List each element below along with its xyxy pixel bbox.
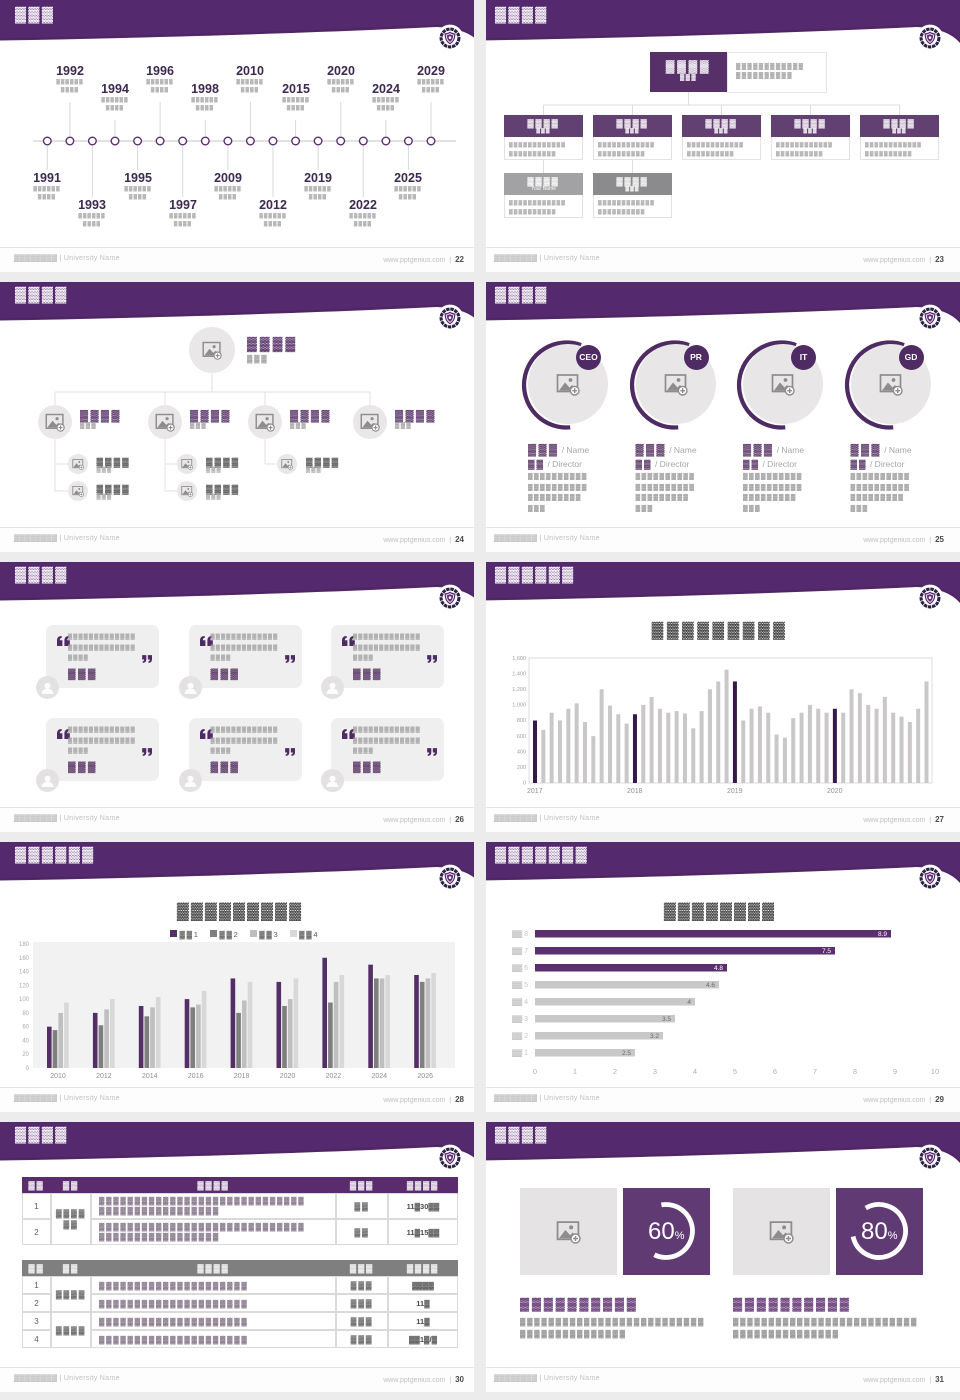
svg-text:▓▓ 3: ▓▓ 3 [512, 1015, 528, 1023]
svg-text:1,200: 1,200 [512, 687, 526, 693]
svg-text:100: 100 [19, 997, 30, 1003]
svg-text:180: 180 [19, 942, 30, 948]
svg-text:1: 1 [573, 1067, 577, 1076]
svg-text:2018: 2018 [627, 788, 643, 795]
svg-text:40: 40 [22, 1039, 29, 1045]
svg-text:0: 0 [523, 781, 526, 787]
svg-text:3.5: 3.5 [662, 1016, 671, 1023]
svg-text:2024: 2024 [372, 1073, 388, 1080]
svg-text:4: 4 [693, 1067, 697, 1076]
svg-text:1,600: 1,600 [512, 656, 526, 662]
svg-text:8: 8 [853, 1067, 857, 1076]
svg-text:3: 3 [653, 1067, 657, 1076]
svg-text:1,000: 1,000 [512, 703, 526, 709]
svg-text:2019: 2019 [727, 788, 743, 795]
svg-text:▓▓ 2: ▓▓ 2 [512, 1032, 528, 1040]
svg-text:▓▓ 1: ▓▓ 1 [512, 1049, 528, 1057]
svg-text:600: 600 [517, 734, 526, 740]
svg-text:400: 400 [517, 749, 526, 755]
svg-text:5: 5 [733, 1067, 737, 1076]
svg-text:120: 120 [19, 983, 30, 989]
svg-text:800: 800 [517, 718, 526, 724]
svg-text:9: 9 [893, 1067, 897, 1076]
svg-text:0: 0 [26, 1066, 30, 1072]
svg-text:2018: 2018 [234, 1073, 250, 1080]
svg-text:2020: 2020 [827, 788, 843, 795]
svg-text:4.6: 4.6 [706, 982, 715, 989]
svg-text:▓▓ 5: ▓▓ 5 [512, 981, 528, 989]
svg-text:2020: 2020 [280, 1073, 296, 1080]
svg-text:▓▓ 8: ▓▓ 8 [512, 930, 528, 938]
svg-text:▓▓ 4: ▓▓ 4 [512, 998, 528, 1006]
svg-text:60: 60 [22, 1025, 29, 1031]
svg-text:2016: 2016 [188, 1073, 204, 1080]
svg-text:6: 6 [773, 1067, 777, 1076]
svg-text:4.8: 4.8 [714, 965, 723, 972]
svg-text:2: 2 [613, 1067, 617, 1076]
svg-text:2026: 2026 [417, 1073, 433, 1080]
svg-text:80: 80 [22, 1011, 29, 1017]
svg-text:140: 140 [19, 970, 30, 976]
svg-text:160: 160 [19, 956, 30, 962]
svg-text:200: 200 [517, 765, 526, 771]
svg-text:2012: 2012 [96, 1073, 112, 1080]
svg-text:3.2: 3.2 [650, 1033, 659, 1040]
svg-text:7.5: 7.5 [822, 948, 831, 955]
svg-text:2.5: 2.5 [622, 1050, 631, 1057]
svg-text:20: 20 [22, 1052, 29, 1058]
svg-text:▓▓ 7: ▓▓ 7 [512, 947, 528, 955]
svg-text:2022: 2022 [326, 1073, 342, 1080]
svg-text:2010: 2010 [50, 1073, 66, 1080]
svg-text:10: 10 [931, 1067, 939, 1076]
svg-text:2014: 2014 [142, 1073, 158, 1080]
svg-text:8.9: 8.9 [878, 931, 887, 938]
svg-text:2017: 2017 [527, 788, 543, 795]
svg-text:1,400: 1,400 [512, 671, 526, 677]
svg-text:▓▓ 6: ▓▓ 6 [512, 964, 528, 972]
svg-text:4: 4 [687, 999, 691, 1006]
svg-text:0: 0 [533, 1067, 537, 1076]
svg-text:7: 7 [813, 1067, 817, 1076]
